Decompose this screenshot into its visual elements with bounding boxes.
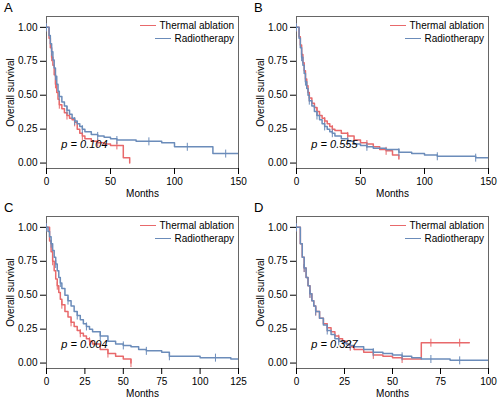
svg-text:0: 0	[44, 376, 50, 387]
svg-text:75: 75	[435, 376, 447, 387]
svg-text:0.50: 0.50	[18, 89, 38, 100]
svg-text:100: 100	[480, 376, 497, 387]
svg-text:Months: Months	[376, 188, 409, 199]
html-text:p = 0.104: p = 0.104	[61, 137, 108, 150]
svg-text:0.50: 0.50	[268, 289, 288, 300]
svg-text:0.00: 0.00	[268, 157, 288, 168]
html-text:p = 0.004: p = 0.004	[61, 337, 108, 350]
svg-text:Overall survival: Overall survival	[5, 258, 16, 326]
html-text:Radiotherapy: Radiotherapy	[424, 233, 484, 244]
svg-text:125: 125	[230, 376, 247, 387]
svg-text:50: 50	[387, 376, 399, 387]
svg-text:0.75: 0.75	[268, 255, 288, 266]
svg-text:25: 25	[79, 376, 91, 387]
svg-text:0: 0	[294, 376, 300, 387]
svg-text:Overall survival: Overall survival	[255, 58, 266, 126]
svg-text:50: 50	[118, 376, 130, 387]
svg-text:0: 0	[44, 176, 50, 187]
svg-text:1.00: 1.00	[268, 222, 288, 233]
html-text:Radiotherapy: Radiotherapy	[174, 33, 234, 44]
svg-text:1.00: 1.00	[18, 222, 38, 233]
svg-text:Overall survival: Overall survival	[5, 58, 16, 126]
html-text:B: B	[254, 0, 263, 15]
svg-text:0.00: 0.00	[18, 157, 38, 168]
html-text:A: A	[4, 0, 13, 15]
svg-text:100: 100	[166, 176, 183, 187]
svg-text:1.00: 1.00	[18, 22, 38, 33]
svg-text:0.00: 0.00	[268, 357, 288, 368]
html-text:Radiotherapy: Radiotherapy	[424, 33, 484, 44]
svg-text:100: 100	[416, 176, 433, 187]
html-text:Thermal ablation: Thermal ablation	[409, 20, 484, 31]
html-text:Radiotherapy: Radiotherapy	[174, 233, 234, 244]
html-text:Thermal ablation: Thermal ablation	[409, 220, 484, 231]
svg-text:0.50: 0.50	[18, 289, 38, 300]
svg-text:1.00: 1.00	[268, 22, 288, 33]
svg-text:0.75: 0.75	[18, 55, 38, 66]
html-text:Thermal ablation: Thermal ablation	[159, 20, 234, 31]
svg-text:0.25: 0.25	[268, 123, 288, 134]
svg-text:100: 100	[192, 376, 209, 387]
svg-text:50: 50	[355, 176, 367, 187]
html-text:D: D	[254, 200, 264, 215]
svg-text:Months: Months	[126, 188, 159, 199]
svg-text:0.25: 0.25	[268, 323, 288, 334]
html-text:p = 0.327: p = 0.327	[311, 337, 358, 350]
html-text:p = 0.555: p = 0.555	[311, 137, 358, 150]
svg-text:0.75: 0.75	[18, 255, 38, 266]
svg-text:0.25: 0.25	[18, 123, 38, 134]
svg-text:0.00: 0.00	[18, 357, 38, 368]
svg-text:150: 150	[480, 176, 497, 187]
svg-text:0: 0	[294, 176, 300, 187]
html-text:C: C	[4, 200, 14, 215]
svg-text:25: 25	[339, 376, 351, 387]
svg-text:75: 75	[156, 376, 168, 387]
svg-text:Months: Months	[376, 388, 409, 399]
svg-text:50: 50	[105, 176, 117, 187]
svg-text:0.25: 0.25	[18, 323, 38, 334]
svg-text:0.50: 0.50	[268, 89, 288, 100]
svg-text:Overall survival: Overall survival	[255, 258, 266, 326]
svg-text:150: 150	[230, 176, 247, 187]
svg-text:Months: Months	[126, 388, 159, 399]
svg-text:0.75: 0.75	[268, 55, 288, 66]
html-text:Thermal ablation: Thermal ablation	[159, 220, 234, 231]
